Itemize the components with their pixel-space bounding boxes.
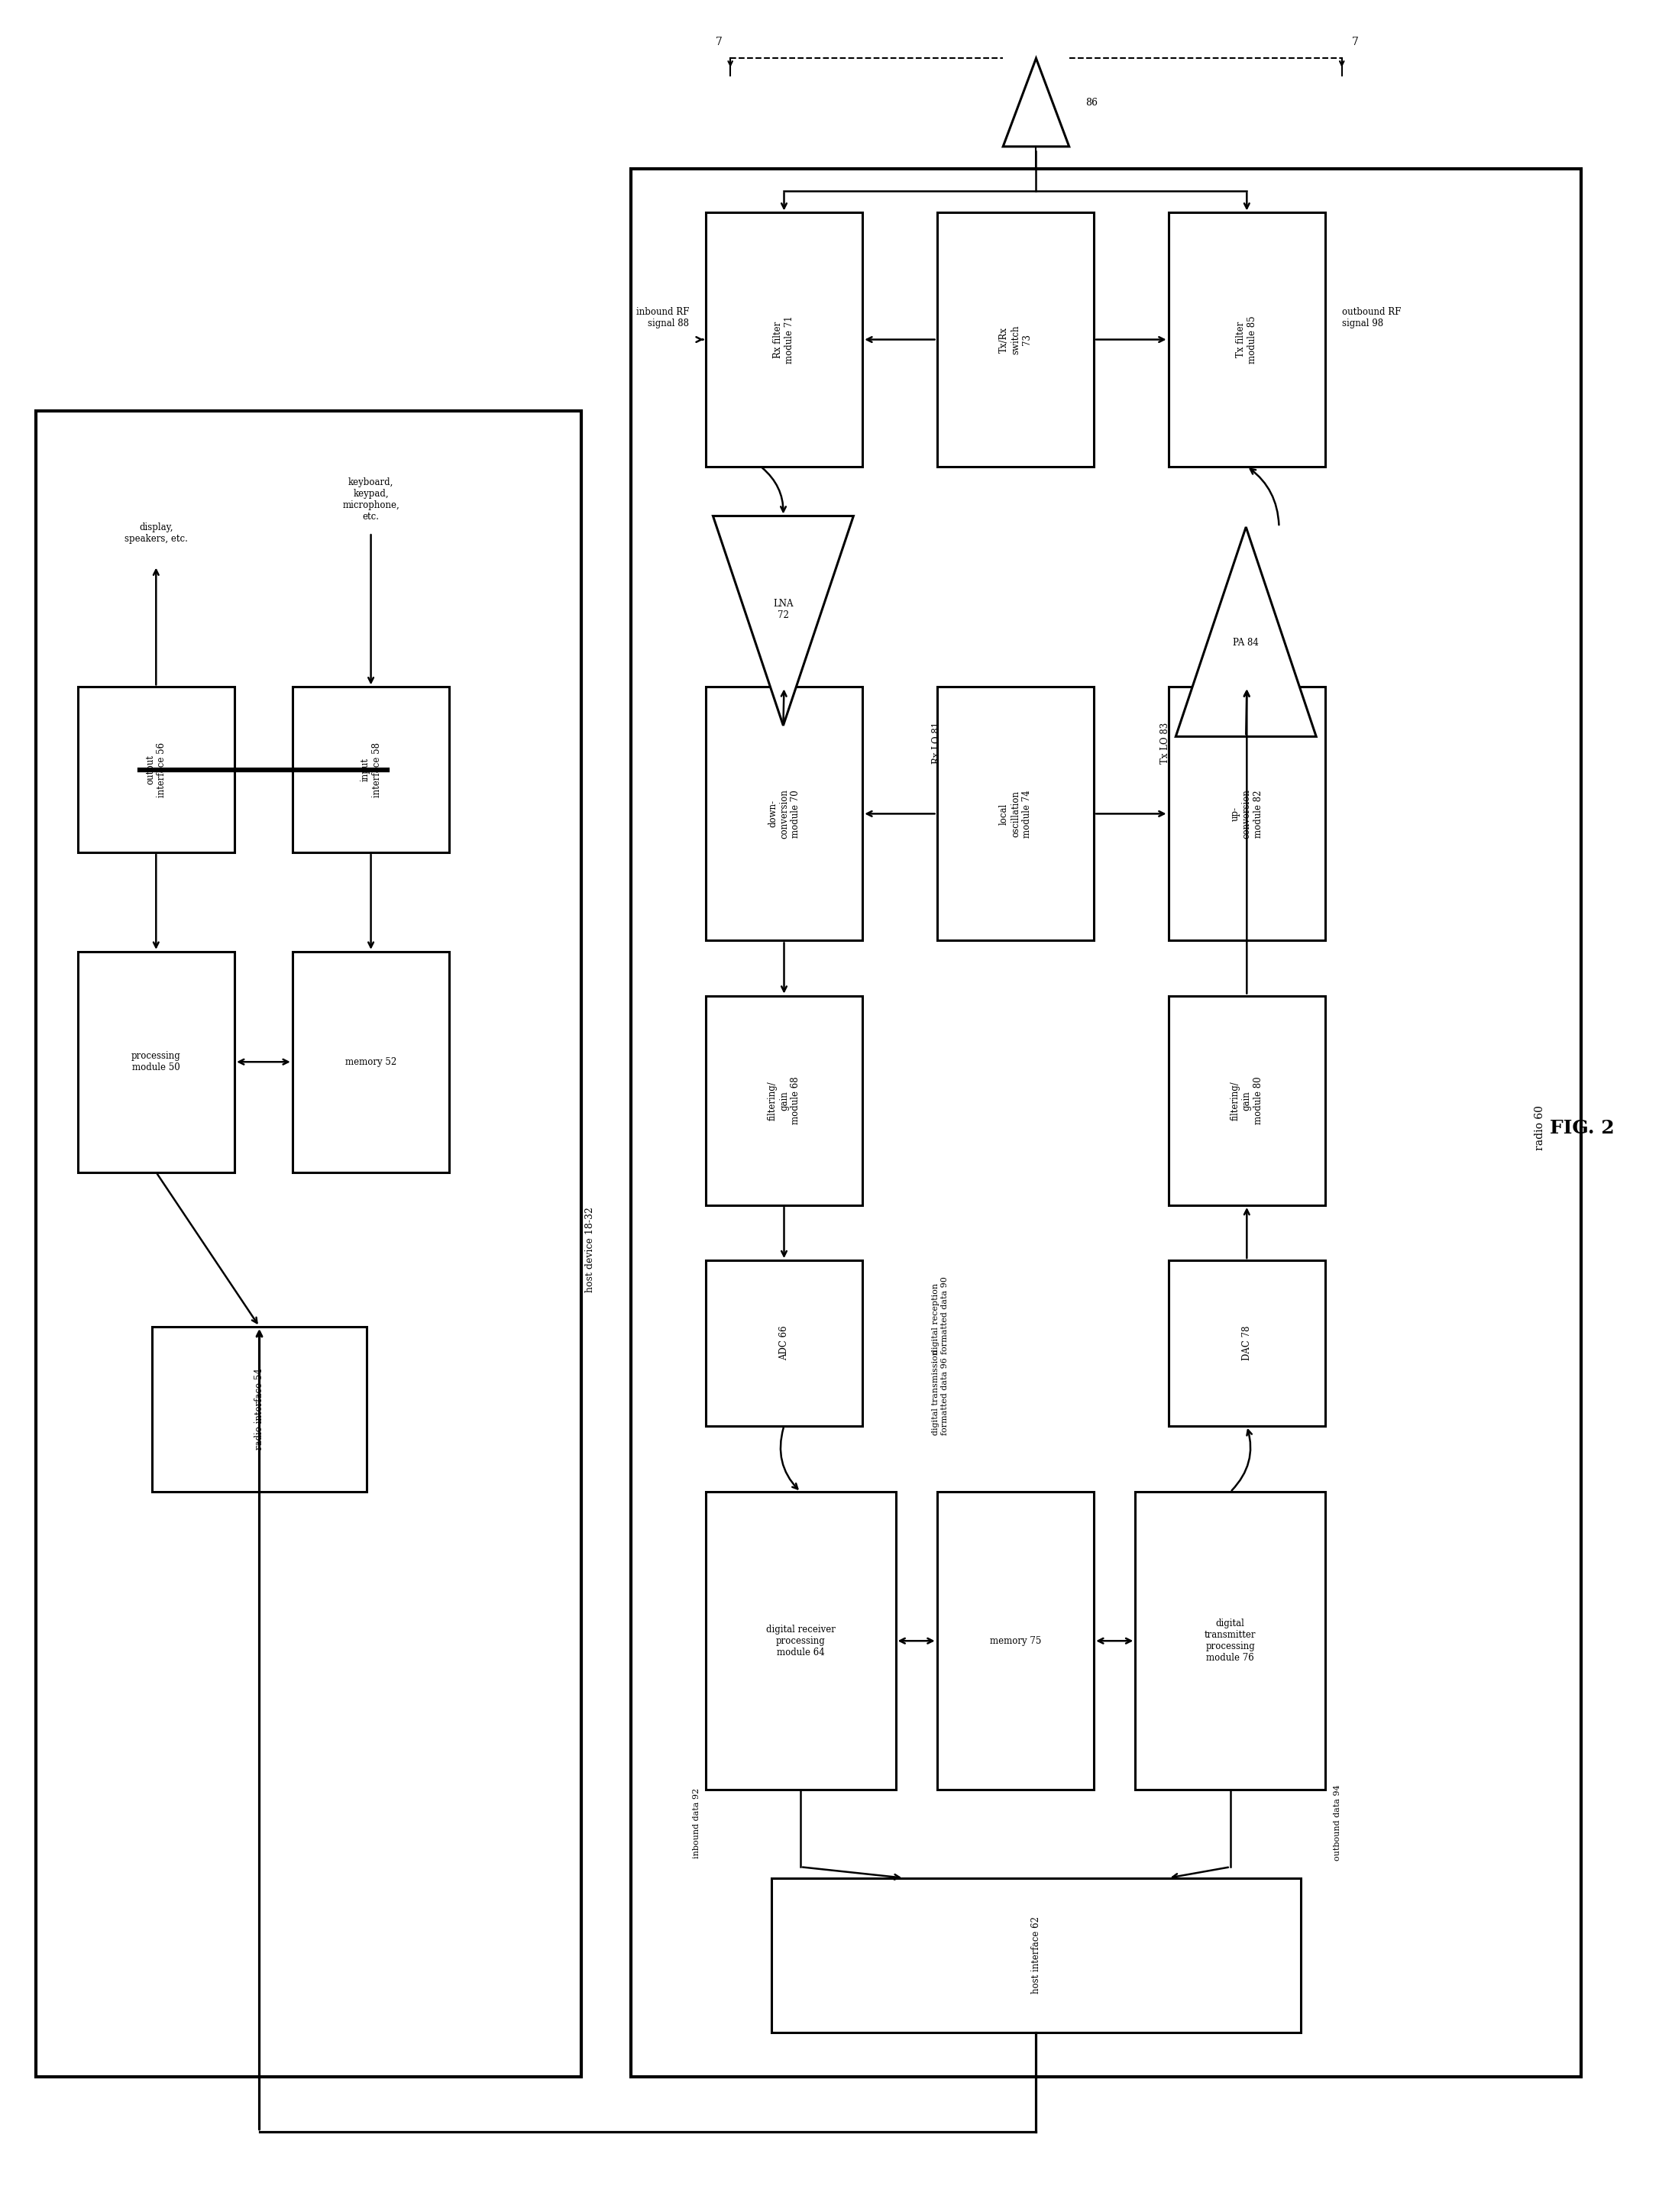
Text: keyboard,
keypad,
microphone,
etc.: keyboard, keypad, microphone, etc. [342,478,400,522]
Bar [36,411,582,2077]
Text: Rx LO 81: Rx LO 81 [932,721,942,763]
Text: outbound RF
signal 98: outbound RF signal 98 [1342,307,1400,327]
Bar [78,688,234,852]
Text: outbound data 94: outbound data 94 [1334,1785,1340,1860]
Text: digital
transmitter
processing
module 76: digital transmitter processing module 76 [1204,1619,1256,1663]
Bar [705,1491,896,1790]
Bar [292,688,450,852]
Bar [630,168,1581,2077]
Bar [937,212,1093,467]
Bar [937,1491,1093,1790]
Bar [1168,688,1326,940]
Text: host device 18-32: host device 18-32 [586,1206,596,1292]
Text: local
oscillation
module 74: local oscillation module 74 [999,790,1032,838]
Text: Tx/Rx
switch
73: Tx/Rx switch 73 [999,325,1032,354]
Bar [78,951,234,1172]
Polygon shape [713,515,853,726]
Text: FIG. 2: FIG. 2 [1550,1119,1614,1137]
Text: ADC 66: ADC 66 [780,1325,790,1360]
Text: input
interface 58: input interface 58 [360,743,382,796]
Bar [705,688,863,940]
Text: digital reception
formatted data 90: digital reception formatted data 90 [932,1276,949,1354]
Text: digital transmission
formatted data 96: digital transmission formatted data 96 [932,1349,949,1436]
Bar [937,688,1093,940]
Bar [705,1261,863,1427]
Text: host interface 62: host interface 62 [1032,1916,1042,1993]
Text: filtering/
gain
module 80: filtering/ gain module 80 [1231,1077,1262,1124]
Text: Rx filter
module 71: Rx filter module 71 [773,316,795,363]
Bar [705,212,863,467]
Text: 7: 7 [1352,38,1359,46]
Text: up-
conversion
module 82: up- conversion module 82 [1231,790,1262,838]
Polygon shape [1004,58,1068,146]
Bar [771,1878,1301,2033]
Text: Tx LO 83: Tx LO 83 [1160,723,1170,763]
Text: memory 52: memory 52 [345,1057,397,1066]
Bar [292,951,450,1172]
Text: 86: 86 [1085,97,1098,108]
Bar [1168,212,1326,467]
Text: display,
speakers, etc.: display, speakers, etc. [124,522,187,544]
Text: PA 84: PA 84 [1233,637,1259,648]
Bar [1168,1261,1326,1427]
Text: output
interface 56: output interface 56 [146,741,168,796]
Text: LNA
72: LNA 72 [773,599,793,619]
Text: radio 60: radio 60 [1535,1106,1546,1150]
Bar [705,995,863,1206]
Text: radio interface 54: radio interface 54 [254,1369,264,1451]
Text: memory 75: memory 75 [990,1637,1042,1646]
Text: digital receiver
processing
module 64: digital receiver processing module 64 [766,1624,834,1657]
Text: down-
conversion
module 70: down- conversion module 70 [768,790,801,838]
Text: processing
module 50: processing module 50 [131,1051,181,1073]
Bar [1135,1491,1326,1790]
Text: inbound data 92: inbound data 92 [693,1787,700,1858]
Text: filtering/
gain
module 68: filtering/ gain module 68 [768,1077,801,1124]
Text: Tx filter
module 85: Tx filter module 85 [1236,316,1258,363]
Text: inbound RF
signal 88: inbound RF signal 88 [635,307,688,327]
Polygon shape [1176,526,1316,737]
Text: DAC 78: DAC 78 [1243,1325,1253,1360]
Bar [153,1327,367,1491]
Bar [1168,995,1326,1206]
Text: 7: 7 [715,38,722,46]
